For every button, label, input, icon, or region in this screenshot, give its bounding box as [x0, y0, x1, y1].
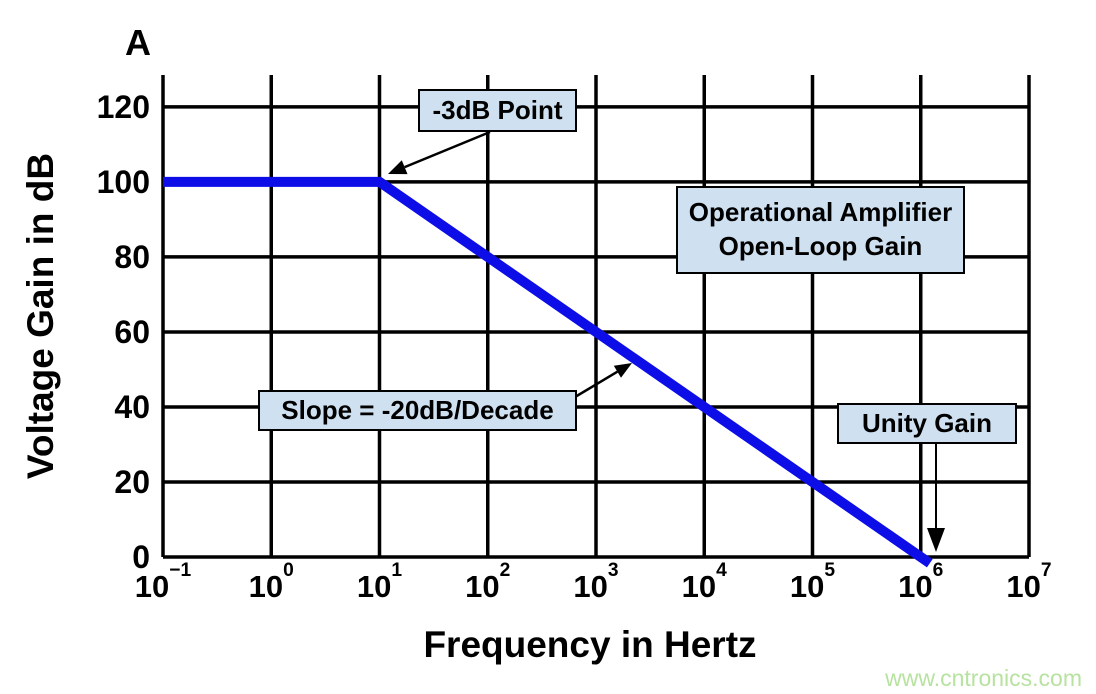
- unity-gain-arrowhead: [927, 528, 945, 552]
- annotation-unity-gain: Unity Gain: [837, 403, 1017, 444]
- x-tick-label-10e5: 105: [789, 560, 836, 604]
- x-tick-label-10e2: 102: [465, 560, 511, 604]
- y-axis-title: Voltage Gain in dB: [20, 152, 61, 480]
- y-tick-label-0: 0: [132, 539, 150, 575]
- x-tick-label-10e1: 101: [356, 560, 403, 604]
- y-tick-label-100: 100: [96, 163, 150, 200]
- annotation-minus-3db-point: -3dB Point: [418, 89, 577, 132]
- y-tick-label-120: 120: [96, 88, 150, 125]
- x-tick-label-10e6: 106: [898, 560, 944, 604]
- annotation-slope-text: Slope = -20dB/Decade: [281, 394, 554, 425]
- x-tick-label-10e3: 103: [573, 560, 619, 604]
- plot-label-a: A: [125, 22, 151, 63]
- watermark: www.cntronics.com: [885, 665, 1082, 691]
- x-tick-label-10e7: 107: [1006, 560, 1052, 604]
- annotation-open-loop-gain-label: Operational Amplifier Open-Loop Gain: [676, 186, 965, 274]
- annotation-minus-3db-point-text: -3dB Point: [432, 94, 563, 125]
- x-tick-label-10e-1: 10−1: [134, 560, 192, 604]
- y-tick-label-40: 40: [114, 388, 150, 425]
- x-axis-title: Frequency in Hertz: [423, 624, 757, 665]
- x-tick-label-10e4: 104: [681, 560, 727, 604]
- annotation-unity-gain-text: Unity Gain: [861, 407, 992, 438]
- annotation-slope: Slope = -20dB/Decade: [258, 390, 577, 431]
- annotation-open-loop-gain-label-text: Operational Amplifier: [688, 197, 953, 228]
- y-tick-label-80: 80: [114, 238, 150, 275]
- minus-3db-point-arrowhead: [388, 160, 408, 175]
- minus-3db-point-arrow: [404, 130, 491, 169]
- annotation-open-loop-gain-label-text: Open-Loop Gain: [718, 231, 923, 261]
- slope-arrowhead: [613, 363, 632, 378]
- series-open-loop-gain: [163, 176, 933, 568]
- y-tick-label-60: 60: [114, 313, 150, 350]
- y-tick-label-20: 20: [114, 463, 150, 500]
- x-tick-label-10e0: 100: [248, 560, 294, 604]
- slope-arrow: [569, 370, 619, 402]
